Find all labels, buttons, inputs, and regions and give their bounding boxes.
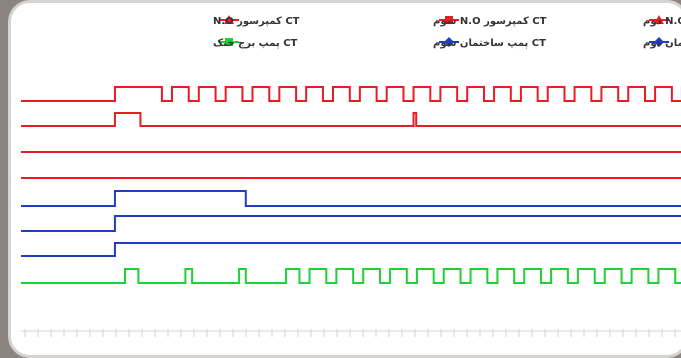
legend-label: CT پمپ ساختمان سوم <box>433 38 546 49</box>
legend-label: CT کمپرسور N.O دوم <box>643 16 681 27</box>
legend-marker-diamond <box>654 37 664 47</box>
legend-label: CT کمپرسور N.O <box>213 16 300 27</box>
legend-entry: CT کمپرسور N.O سوم <box>433 16 547 27</box>
signal-trace-7 <box>21 242 681 257</box>
legend-entry: CT کمپرسور N.O <box>213 15 300 27</box>
legend-label: CT پمپ ساختمان دوم <box>643 38 681 49</box>
signal-trace-5 <box>21 190 681 207</box>
legend-marker-diamond <box>444 37 454 47</box>
time-axis <box>21 329 681 337</box>
chart-svg: CT کمپرسور N.O دوم CT کمپرسور N.O سوم CT ک… <box>21 15 681 337</box>
legend-entry: CT پمپ ساختمان سوم <box>433 37 546 49</box>
legend-entry: CT کمپرسور N.O دوم <box>643 15 681 27</box>
chart-legend: CT کمپرسور N.O دوم CT کمپرسور N.O سوم CT ک… <box>213 15 681 49</box>
legend-entry: CT پمپ ساختمان دوم <box>643 37 681 49</box>
legend-marker-square <box>225 38 233 46</box>
legend-marker-square <box>445 16 453 24</box>
legend-marker-triangle <box>224 15 234 24</box>
legend-marker-triangle <box>654 15 664 24</box>
legend-label: CT کمپرسور N.O سوم <box>433 16 547 27</box>
signal-trace-1 <box>21 86 681 102</box>
signal-trace-8 <box>21 268 681 284</box>
legend-entry: CT پمپ برج خنک <box>213 38 298 49</box>
signal-trace-2 <box>21 112 681 127</box>
legend-label: CT پمپ برج خنک <box>213 38 298 49</box>
chart-frame: CT کمپرسور N.O دوم CT کمپرسور N.O سوم CT ک… <box>8 0 681 358</box>
signal-trace-6 <box>21 215 681 232</box>
signal-traces <box>21 86 681 284</box>
